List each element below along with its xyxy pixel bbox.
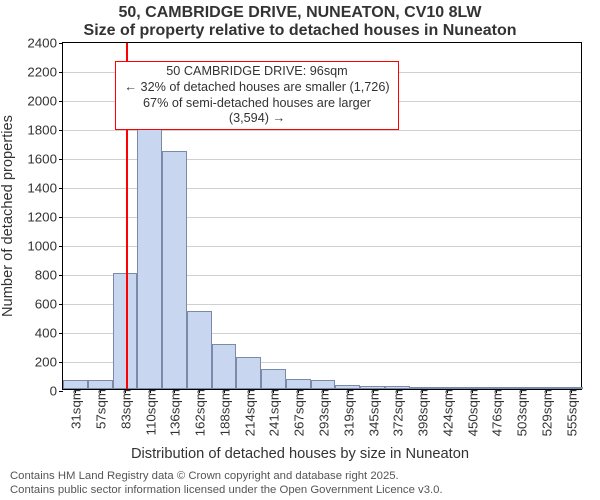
histogram-bar (63, 380, 88, 389)
y-tick-label: 400 (35, 326, 63, 341)
plot-area: 0200400600800100012001400160018002000220… (62, 42, 582, 390)
histogram-bar (286, 379, 311, 389)
x-tick-label: 476sqm (488, 389, 505, 436)
y-axis-label: Number of detached properties (0, 42, 16, 390)
x-tick-label: 398sqm (414, 389, 431, 436)
x-tick-label: 345sqm (364, 389, 381, 436)
y-tick-label: 1400 (27, 181, 63, 196)
title-line-1: 50, CAMBRIDGE DRIVE, NUNEATON, CV10 8LW (0, 4, 600, 22)
y-tick-label: 2400 (27, 36, 63, 51)
attribution-line-1: Contains HM Land Registry data © Crown c… (10, 470, 443, 484)
callout-line-2: ← 32% of detached houses are smaller (1,… (122, 80, 392, 96)
x-tick-label: 31sqm (67, 389, 84, 429)
y-tick-label: 2200 (27, 65, 63, 80)
callout-line-1: 50 CAMBRIDGE DRIVE: 96sqm (122, 64, 392, 80)
x-tick-label: 83sqm (116, 389, 133, 429)
y-tick-label: 1800 (27, 123, 63, 138)
histogram-bar (236, 357, 261, 389)
x-tick-label: 267sqm (290, 389, 307, 436)
title-line-2: Size of property relative to detached ho… (0, 22, 600, 40)
histogram-bar (261, 369, 286, 389)
x-tick-label: 555sqm (562, 389, 579, 436)
x-tick-label: 110sqm (141, 389, 158, 435)
histogram-bar (162, 151, 187, 389)
x-tick-label: 241sqm (265, 389, 282, 436)
histogram-bar (113, 273, 138, 389)
x-tick-label: 188sqm (215, 389, 232, 436)
y-tick-label: 800 (35, 268, 63, 283)
x-tick-label: 372sqm (389, 389, 406, 436)
histogram-bar (187, 311, 212, 389)
y-tick-label: 2000 (27, 94, 63, 109)
x-tick-label: 293sqm (315, 389, 332, 436)
x-tick-label: 424sqm (438, 389, 455, 436)
x-tick-label: 319sqm (339, 389, 356, 436)
x-tick-label: 529sqm (537, 389, 554, 436)
x-tick-label: 214sqm (240, 389, 257, 436)
y-tick-label: 600 (35, 297, 63, 312)
x-tick-label: 450sqm (463, 389, 480, 436)
chart-container: 50, CAMBRIDGE DRIVE, NUNEATON, CV10 8LW … (0, 0, 600, 500)
y-tick-label: 1600 (27, 152, 63, 167)
y-tick-label: 200 (35, 355, 63, 370)
x-tick-label: 503sqm (513, 389, 530, 436)
histogram-bar (311, 380, 336, 389)
y-tick-label: 1200 (27, 210, 63, 225)
y-tick-label: 1000 (27, 239, 63, 254)
attribution-line-2: Contains public sector information licen… (10, 484, 443, 498)
x-tick-label: 57sqm (92, 389, 109, 429)
callout-box: 50 CAMBRIDGE DRIVE: 96sqm ← 32% of detac… (115, 61, 399, 130)
attribution: Contains HM Land Registry data © Crown c… (10, 470, 443, 497)
y-tick-label: 0 (50, 384, 63, 399)
histogram-bar (137, 114, 162, 390)
histogram-bar (88, 380, 113, 389)
x-axis-label: Distribution of detached houses by size … (0, 446, 600, 462)
x-tick-label: 136sqm (166, 389, 183, 436)
callout-line-3: 67% of semi-detached houses are larger (… (122, 96, 392, 128)
histogram-bar (212, 344, 237, 389)
x-tick-label: 162sqm (191, 389, 208, 436)
